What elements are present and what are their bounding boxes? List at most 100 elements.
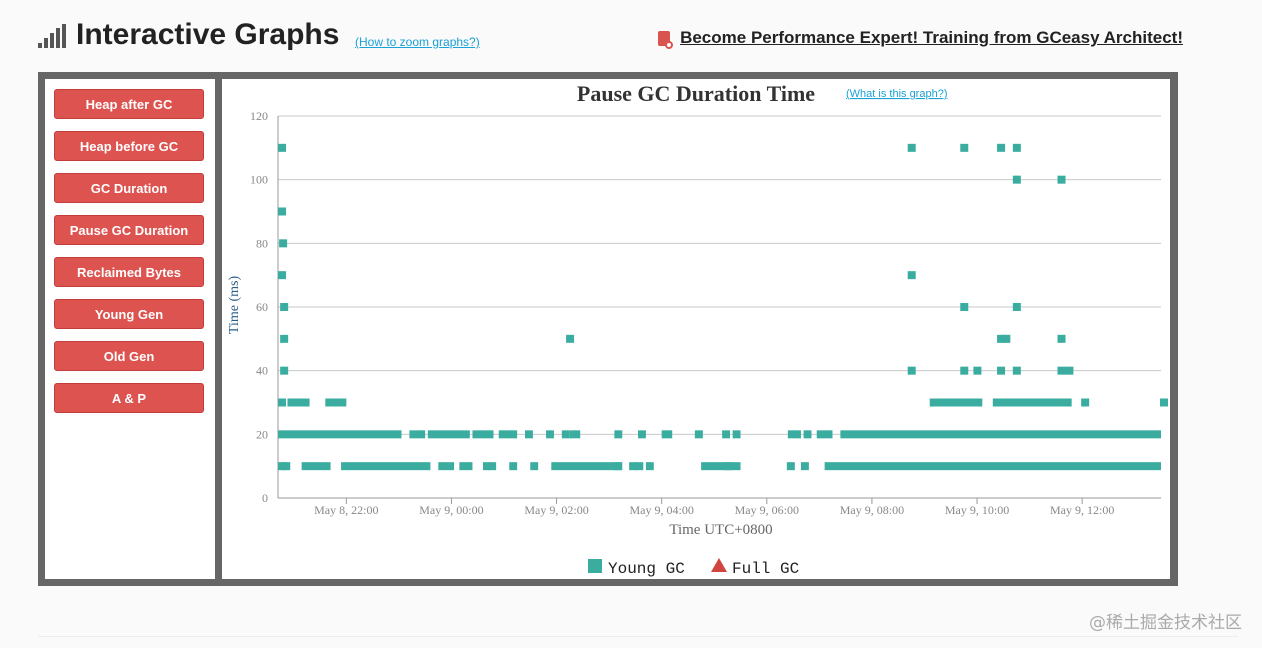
young-gc-point bbox=[278, 398, 287, 407]
heap-after-gc-button[interactable]: Heap after GC bbox=[54, 89, 204, 119]
young-gc-point bbox=[1057, 175, 1066, 184]
x-tick-label: May 9, 08:00 bbox=[840, 503, 904, 517]
a-and-p-button[interactable]: A & P bbox=[54, 383, 204, 413]
young-gc-point-run bbox=[472, 430, 494, 439]
young-gc-point bbox=[278, 462, 287, 471]
young-gc-point bbox=[279, 239, 288, 248]
bar-chart-icon bbox=[38, 24, 68, 48]
young-gc-point-run bbox=[635, 462, 644, 471]
watermark: @稀土掘金技术社区 bbox=[1089, 613, 1242, 633]
young-gc-point-run bbox=[569, 430, 581, 439]
young-gc-point-run bbox=[509, 462, 518, 471]
young-gc-point bbox=[280, 334, 289, 343]
young-gc-point-run bbox=[787, 430, 801, 439]
young-gc-point bbox=[1160, 398, 1168, 407]
young-gc-point bbox=[280, 303, 289, 311]
young-gc-point-run bbox=[840, 430, 1161, 439]
chart-panel: Pause GC Duration Time (What is this gra… bbox=[222, 79, 1170, 579]
young-gc-point-run bbox=[722, 430, 731, 439]
young-gc-point bbox=[629, 462, 638, 471]
young-gc-point-run bbox=[287, 398, 310, 407]
legend-full-gc-marker bbox=[711, 558, 727, 572]
old-gen-button[interactable]: Old Gen bbox=[54, 341, 204, 371]
legend-young-gc-label: Young GC bbox=[608, 560, 685, 578]
young-gc-point-run bbox=[427, 430, 470, 439]
graph-nav-sidebar: Heap after GC Heap before GC GC Duration… bbox=[45, 79, 215, 579]
young-gc-point-run bbox=[701, 462, 741, 471]
legend-full-gc-label: Full GC bbox=[732, 560, 799, 578]
young-gc-point bbox=[907, 271, 916, 280]
y-tick-label: 60 bbox=[256, 300, 268, 314]
young-gc-point-run bbox=[661, 430, 673, 439]
legend-young-gc[interactable]: Young GC bbox=[588, 559, 685, 578]
reclaimed-bytes-button[interactable]: Reclaimed Bytes bbox=[54, 257, 204, 287]
pause-gc-duration-button[interactable]: Pause GC Duration bbox=[54, 215, 204, 245]
pause-gc-duration-chart[interactable]: Pause GC Duration Time (What is this gra… bbox=[222, 79, 1170, 579]
young-gc-point bbox=[1012, 303, 1021, 311]
gridlines bbox=[277, 115, 1161, 499]
young-gc-point-run bbox=[278, 430, 402, 439]
young-gc-point bbox=[1057, 334, 1066, 343]
young-gc-point bbox=[960, 366, 969, 375]
young-gc-point bbox=[694, 430, 703, 439]
young-gc-point bbox=[907, 366, 916, 375]
footer-divider bbox=[38, 636, 1238, 637]
young-gc-point-run bbox=[561, 430, 570, 439]
young-gc-point bbox=[278, 143, 287, 152]
x-tick-label: May 9, 12:00 bbox=[1050, 503, 1114, 517]
y-tick-label: 40 bbox=[256, 364, 268, 378]
young-gc-point-run bbox=[732, 430, 741, 439]
zoom-help-link[interactable]: (How to zoom graphs?) bbox=[355, 35, 480, 49]
young-gc-point-run bbox=[551, 462, 623, 471]
y-tick-label: 0 bbox=[262, 491, 268, 505]
young-gen-button[interactable]: Young Gen bbox=[54, 299, 204, 329]
young-gc-point bbox=[1057, 366, 1066, 375]
young-gc-point bbox=[997, 143, 1006, 152]
promo-link[interactable]: Become Performance Expert! Training from… bbox=[680, 28, 1183, 47]
chart-legend: Young GC Full GC bbox=[588, 558, 799, 578]
legend-young-gc-marker bbox=[588, 559, 602, 573]
young-gc-point-run bbox=[301, 462, 331, 471]
young-gc-point-run bbox=[325, 398, 347, 407]
y-tick-label: 20 bbox=[256, 427, 268, 441]
y-tick-label: 100 bbox=[250, 173, 268, 187]
young-gc-point bbox=[997, 334, 1006, 343]
young-gc-point-run bbox=[530, 462, 539, 471]
young-gc-point bbox=[960, 143, 969, 152]
x-tick-label: May 9, 00:00 bbox=[419, 503, 483, 517]
young-gc-point-run bbox=[525, 430, 533, 439]
young-gc-point bbox=[613, 462, 622, 471]
legend-full-gc[interactable]: Full GC bbox=[711, 558, 799, 578]
young-gc-point-run bbox=[498, 430, 518, 439]
young-gc-point-run bbox=[800, 462, 809, 471]
young-gc-point-run bbox=[816, 430, 833, 439]
heap-before-gc-button[interactable]: Heap before GC bbox=[54, 131, 204, 161]
young-gc-point bbox=[786, 462, 795, 471]
chart-help-link[interactable]: (What is this graph?) bbox=[846, 88, 947, 100]
young-gc-point-run bbox=[409, 430, 426, 439]
young-gc-point bbox=[278, 271, 287, 280]
y-axis-ticks: 0 20 40 60 80 100 120 bbox=[250, 109, 268, 505]
x-axis-label: Time UTC+0800 bbox=[669, 522, 772, 538]
young-gc-point bbox=[960, 303, 969, 311]
young-gc-point-run bbox=[488, 462, 497, 471]
young-gc-point bbox=[1002, 334, 1011, 343]
data-points bbox=[278, 143, 1168, 471]
chart-title: Pause GC Duration Time bbox=[577, 81, 815, 106]
young-gc-point bbox=[973, 366, 982, 375]
young-gc-point bbox=[1012, 143, 1021, 152]
y-tick-label: 80 bbox=[256, 236, 268, 250]
young-gc-point-run bbox=[614, 430, 623, 439]
young-gc-point-run bbox=[824, 462, 1161, 471]
young-gc-point bbox=[282, 462, 291, 471]
young-gc-point bbox=[1081, 398, 1090, 407]
x-axis-ticks: May 8, 22:00 May 9, 00:00 May 9, 02:00 May … bbox=[314, 498, 1114, 517]
young-gc-point-run bbox=[992, 398, 1072, 407]
page-title: Interactive Graphs bbox=[76, 18, 340, 51]
gc-duration-button[interactable]: GC Duration bbox=[54, 173, 204, 203]
young-gc-point-run bbox=[645, 462, 654, 471]
young-gc-point-run bbox=[803, 430, 812, 439]
promo-banner[interactable]: Become Performance Expert! Training from… bbox=[657, 28, 1183, 49]
y-axis-label: Time (ms) bbox=[227, 276, 242, 335]
young-gc-point-run bbox=[482, 462, 490, 471]
